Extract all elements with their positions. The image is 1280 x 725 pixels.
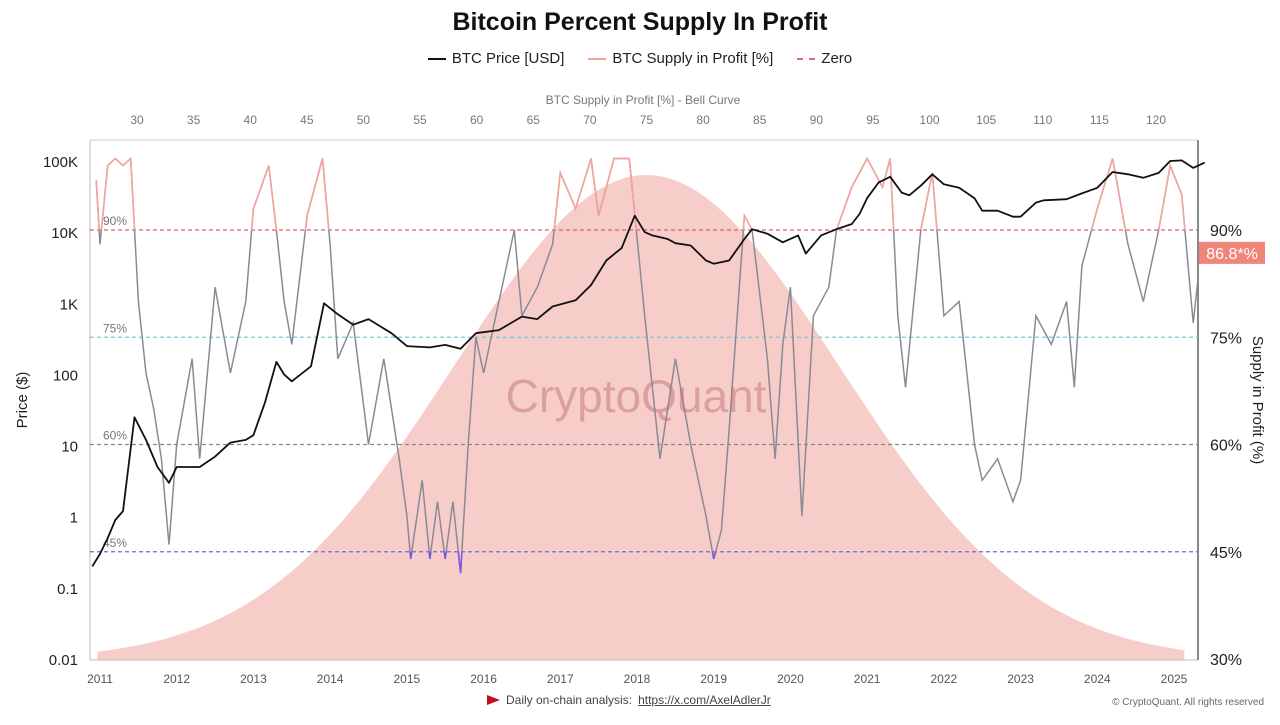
left-tick-label: 0.01 <box>49 652 78 669</box>
top-tick-label: 105 <box>976 113 996 127</box>
top-tick-label: 50 <box>357 113 371 127</box>
top-tick-label: 70 <box>583 113 597 127</box>
legend: BTC Price [USD] BTC Supply in Profit [%]… <box>0 50 1280 67</box>
left-tick-label: 1 <box>70 510 78 527</box>
legend-swatch-zero <box>797 57 816 60</box>
right-tick-label: 30% <box>1210 652 1242 669</box>
x-tick-label: 2012 <box>163 672 190 686</box>
current-value-label: 86.8*% <box>1206 246 1258 263</box>
left-tick-label: 100K <box>43 154 78 171</box>
top-tick-label: 65 <box>527 113 541 127</box>
legend-label: BTC Supply in Profit [%] <box>612 50 774 67</box>
right-tick-label: 90% <box>1210 223 1242 240</box>
right-tick-label: 60% <box>1210 438 1242 455</box>
watermark: CryptoQuant <box>506 370 767 422</box>
x-tick-label: 2015 <box>394 672 421 686</box>
legend-swatch-supply <box>588 57 607 60</box>
bell-curve-area <box>97 175 1185 660</box>
top-tick-label: 120 <box>1146 113 1166 127</box>
reference-label: 60% <box>103 429 127 443</box>
top-tick-label: 80 <box>696 113 710 127</box>
x-tick-label: 2021 <box>854 672 881 686</box>
left-tick-label: 100 <box>53 367 78 384</box>
footer-link[interactable]: https://x.com/AxelAdlerJr <box>638 693 771 707</box>
current-value-badge <box>1199 241 1265 264</box>
top-tick-label: 85 <box>753 113 767 127</box>
right-axis-label: Supply in Profit (%) <box>1249 336 1266 464</box>
left-tick-label: 10K <box>51 225 78 242</box>
x-tick-label: 2024 <box>1084 672 1111 686</box>
top-tick-label: 100 <box>920 113 940 127</box>
price-line <box>91 159 1206 567</box>
top-tick-label: 115 <box>1090 113 1109 127</box>
top-axis-label: BTC Supply in Profit [%] - Bell Curve <box>546 93 741 107</box>
reference-label: 75% <box>103 321 127 335</box>
x-tick-label: 2017 <box>547 672 574 686</box>
left-tick-label: 10 <box>61 439 78 456</box>
x-tick-label: 2025 <box>1161 672 1188 686</box>
chart-title: Bitcoin Percent Supply In Profit <box>452 8 828 36</box>
x-tick-label: 2022 <box>931 672 958 686</box>
x-tick-label: 2011 <box>87 672 113 686</box>
flag-icon <box>487 695 500 705</box>
top-tick-label: 90 <box>810 113 824 127</box>
top-tick-label: 75 <box>640 113 654 127</box>
legend-item-price[interactable]: BTC Price [USD] <box>427 50 565 67</box>
reference-label: 45% <box>103 536 127 550</box>
top-tick-label: 110 <box>1033 113 1052 127</box>
left-axis-label: Price ($) <box>14 372 31 429</box>
top-tick-label: 95 <box>866 113 880 127</box>
top-tick-label: 40 <box>244 113 258 127</box>
legend-item-zero[interactable]: Zero <box>797 50 852 67</box>
x-tick-label: 2016 <box>470 672 497 686</box>
reference-label: 90% <box>103 214 127 228</box>
legend-swatch-price <box>427 57 446 60</box>
left-tick-label: 1K <box>60 296 78 313</box>
x-tick-label: 2013 <box>240 672 267 686</box>
legend-item-supply[interactable]: BTC Supply in Profit [%] <box>588 50 773 67</box>
copyright: © CryptoQuant. All rights reserved <box>1112 697 1264 708</box>
top-tick-label: 45 <box>300 113 314 127</box>
x-tick-label: 2023 <box>1007 672 1034 686</box>
x-tick-label: 2020 <box>777 672 804 686</box>
footer: Daily on-chain analysis: https://x.com/A… <box>487 693 771 707</box>
right-tick-label: 45% <box>1210 545 1242 562</box>
top-tick-label: 60 <box>470 113 484 127</box>
left-tick-label: 0.1 <box>57 581 78 598</box>
footer-text: Daily on-chain analysis: <box>506 693 633 707</box>
top-tick-label: 30 <box>130 113 144 127</box>
x-tick-label: 2018 <box>624 672 651 686</box>
x-tick-label: 2014 <box>317 672 344 686</box>
top-tick-label: 35 <box>187 113 201 127</box>
x-tick-label: 2019 <box>700 672 727 686</box>
legend-label: Zero <box>821 50 853 67</box>
supply-line-above-90 <box>95 156 1186 230</box>
legend-label: BTC Price [USD] <box>451 50 565 67</box>
top-tick-label: 55 <box>413 113 427 127</box>
right-tick-label: 75% <box>1210 330 1242 347</box>
